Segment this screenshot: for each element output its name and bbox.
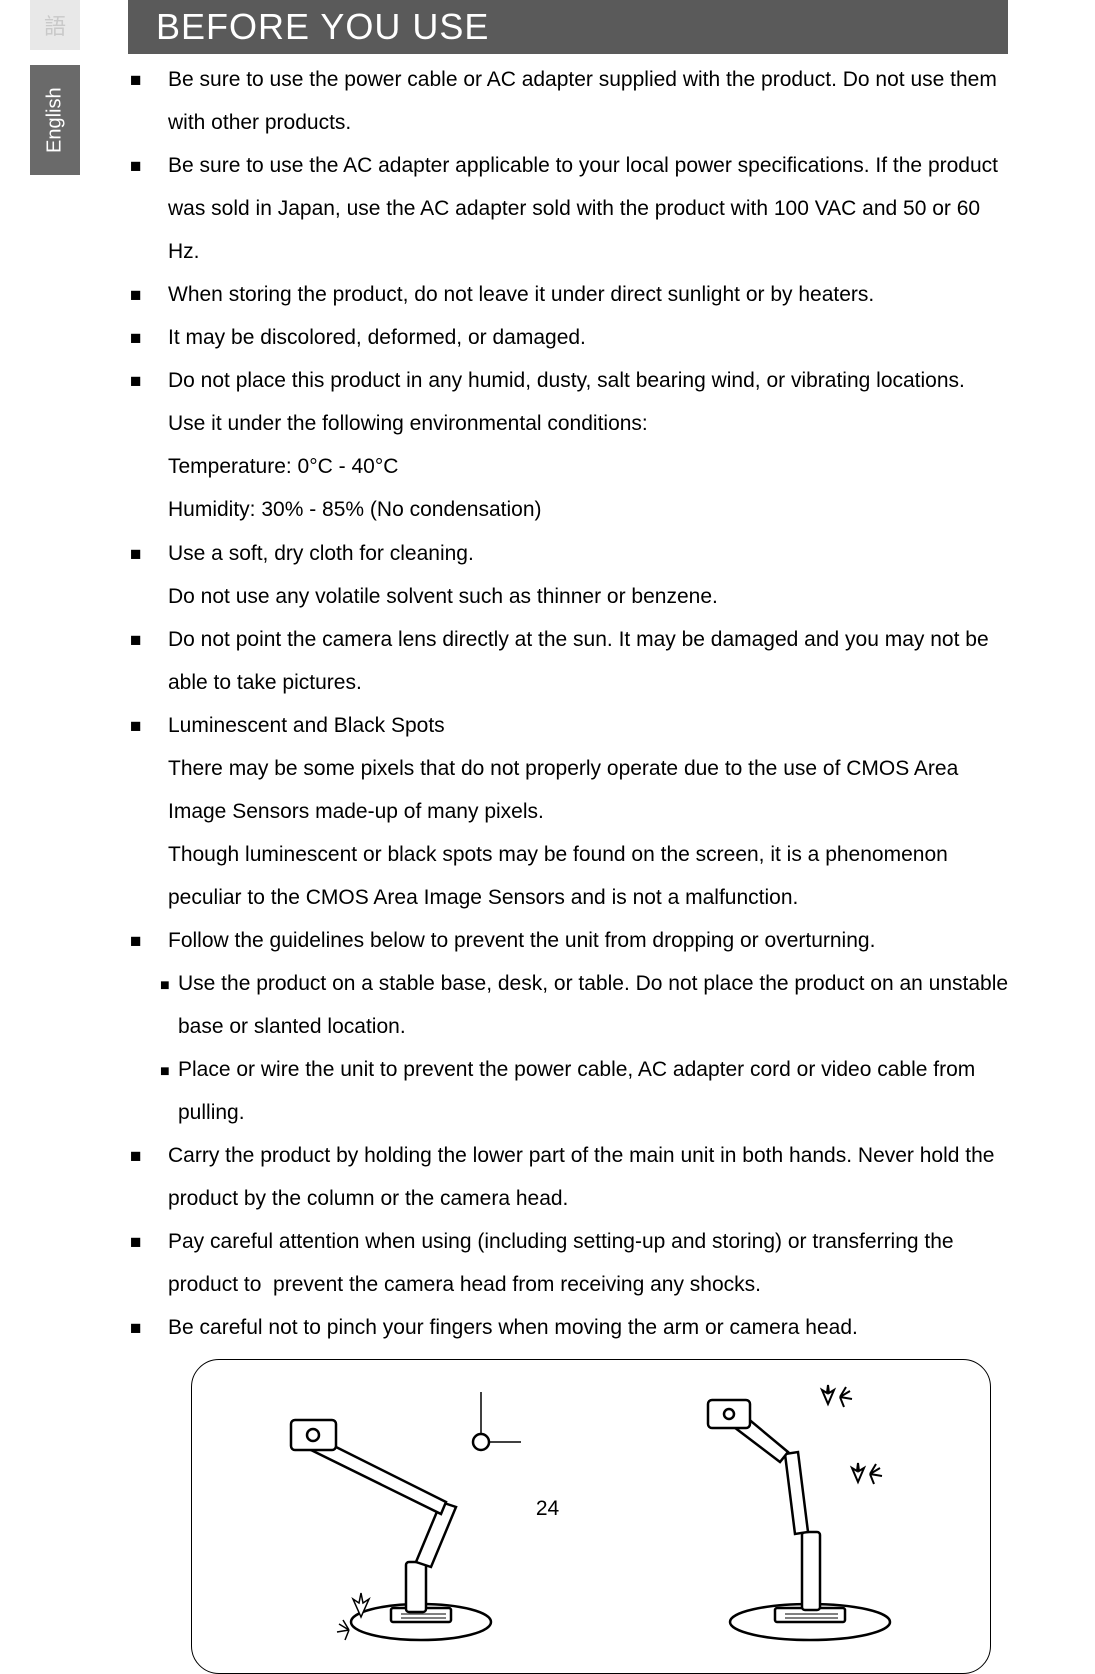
bullet-item: ■Pay careful attention when using (inclu… xyxy=(128,1220,1013,1306)
bullet-text: Do not point the camera lens directly at… xyxy=(168,618,1013,704)
bullet-text: Luminescent and Black Spots xyxy=(168,704,1013,747)
bullet-item: ■Carry the product by holding the lower … xyxy=(128,1134,1013,1220)
bullet-mark: ■ xyxy=(128,1224,168,1263)
bullet-mark: ■ xyxy=(128,148,168,187)
bullet-item: ■When storing the product, do not leave … xyxy=(128,273,1013,316)
language-tab-english: English xyxy=(30,65,80,175)
bullet-text: Be careful not to pinch your fingers whe… xyxy=(168,1306,1013,1349)
language-tab-inactive: 語 xyxy=(30,0,80,50)
bullet-text: Do not place this product in any humid, … xyxy=(168,359,1013,402)
bullet-mark: ■ xyxy=(128,320,168,359)
bullet-item: ■Be careful not to pinch your fingers wh… xyxy=(128,1306,1013,1349)
sub-bullet-text: Place or wire the unit to prevent the po… xyxy=(178,1048,1013,1134)
content-area: ■Be sure to use the power cable or AC ad… xyxy=(128,58,1013,1674)
bullet-continuation: Though luminescent or black spots may be… xyxy=(128,833,1013,919)
bullet-text: It may be discolored, deformed, or damag… xyxy=(168,316,1013,359)
bullet-mark: ■ xyxy=(128,536,168,575)
sub-bullet-item: ■Place or wire the unit to prevent the p… xyxy=(128,1048,1013,1134)
bullet-text: Carry the product by holding the lower p… xyxy=(168,1134,1013,1220)
bullet-item: ■Use a soft, dry cloth for cleaning. xyxy=(128,532,1013,575)
bullet-item: ■Be sure to use the AC adapter applicabl… xyxy=(128,144,1013,273)
bullet-item: ■Luminescent and Black Spots xyxy=(128,704,1013,747)
bullet-mark: ■ xyxy=(128,622,168,661)
bullet-item: ■Follow the guidelines below to prevent … xyxy=(128,919,1013,962)
bullet-continuation: Temperature: 0°C - 40°C xyxy=(128,445,1013,488)
sub-bullet-item: ■Use the product on a stable base, desk,… xyxy=(128,962,1013,1048)
section-header: BEFORE YOU USE xyxy=(128,0,1008,54)
bullet-item: ■Do not point the camera lens directly a… xyxy=(128,618,1013,704)
page-number: 24 xyxy=(0,1497,1095,1521)
bullet-text: Be sure to use the power cable or AC ada… xyxy=(168,58,1013,144)
bullet-text: Be sure to use the AC adapter applicable… xyxy=(168,144,1013,273)
bullet-text: Follow the guidelines below to prevent t… xyxy=(168,919,1013,962)
bullet-mark: ■ xyxy=(128,363,168,402)
sub-bullet-text: Use the product on a stable base, desk, … xyxy=(178,962,1013,1048)
bullet-continuation: Use it under the following environmental… xyxy=(128,402,1013,445)
bullet-text: Use a soft, dry cloth for cleaning. xyxy=(168,532,1013,575)
bullet-mark: ■ xyxy=(128,708,168,747)
sub-bullet-mark: ■ xyxy=(160,1056,178,1089)
bullet-continuation: There may be some pixels that do not pro… xyxy=(128,747,1013,833)
bullet-text: Pay careful attention when using (includ… xyxy=(168,1220,1013,1306)
bullet-mark: ■ xyxy=(128,1138,168,1177)
bullet-mark: ■ xyxy=(128,277,168,316)
bullet-continuation: Do not use any volatile solvent such as … xyxy=(128,575,1013,618)
bullet-text: When storing the product, do not leave i… xyxy=(168,273,1013,316)
bullet-item: ■Be sure to use the power cable or AC ad… xyxy=(128,58,1013,144)
bullet-item: ■Do not place this product in any humid,… xyxy=(128,359,1013,402)
bullet-mark: ■ xyxy=(128,1310,168,1349)
bullet-mark: ■ xyxy=(128,62,168,101)
sub-bullet-mark: ■ xyxy=(160,970,178,1003)
bullet-mark: ■ xyxy=(128,923,168,962)
bullet-continuation: Humidity: 30% - 85% (No condensation) xyxy=(128,488,1013,531)
bullet-item: ■It may be discolored, deformed, or dama… xyxy=(128,316,1013,359)
